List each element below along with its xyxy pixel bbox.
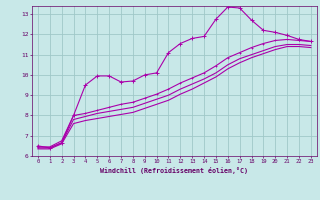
X-axis label: Windchill (Refroidissement éolien,°C): Windchill (Refroidissement éolien,°C) — [100, 167, 248, 174]
